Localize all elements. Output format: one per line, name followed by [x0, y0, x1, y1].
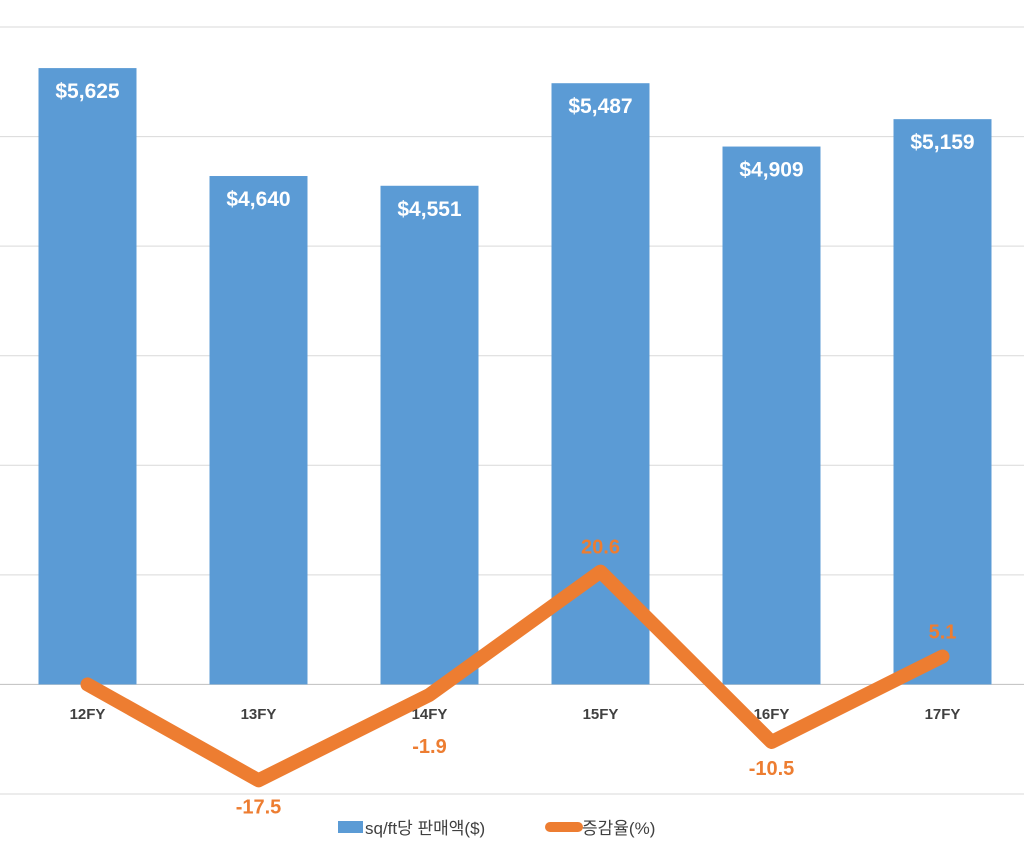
category-label: 12FY [70, 706, 106, 723]
bar [893, 119, 992, 685]
bar [209, 176, 308, 685]
category-label: 15FY [583, 706, 619, 723]
line-data-label: -1.9 [412, 736, 446, 758]
legend: sq/ft당 판매액($) 증감율(%) [338, 819, 655, 838]
line-data-label: -10.5 [749, 758, 795, 780]
bar [551, 83, 650, 685]
line-point [941, 655, 944, 658]
category-label: 17FY [925, 706, 961, 723]
bar-data-label: $4,640 [226, 188, 290, 211]
bar-data-label: $4,551 [397, 198, 462, 221]
line-data-label: -17.5 [236, 796, 282, 818]
category-label: 16FY [754, 706, 790, 723]
bar [722, 146, 821, 685]
line-point [770, 740, 773, 743]
bar-data-label: $5,487 [568, 95, 632, 118]
line-point [428, 693, 431, 696]
line-point [86, 683, 89, 686]
bar [380, 185, 479, 685]
line-data-label: 5.1 [929, 621, 957, 643]
category-label: 14FY [412, 706, 448, 723]
bar-data-label: $5,625 [55, 80, 120, 103]
category-label: 13FY [241, 706, 277, 723]
bar-data-label: $5,159 [910, 131, 974, 154]
legend-label-line: 증감율(%) [582, 819, 655, 838]
growth-line [80, 564, 950, 788]
legend-swatch-bar [338, 821, 363, 833]
legend-label-bar: sq/ft당 판매액($) [365, 819, 485, 838]
bar-data-label: $4,909 [739, 159, 803, 182]
bar [38, 68, 137, 685]
line-data-label: 20.6 [581, 537, 620, 559]
line-point [257, 779, 260, 782]
line-point [599, 570, 602, 573]
